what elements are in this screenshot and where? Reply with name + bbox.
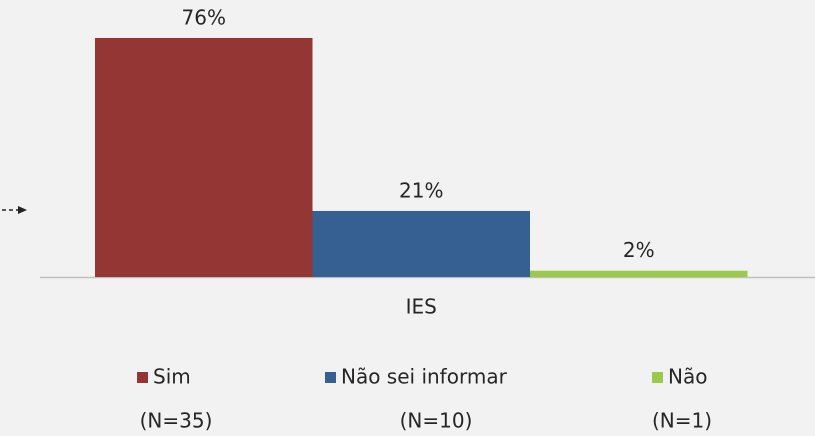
legend-swatch bbox=[325, 372, 336, 383]
bar bbox=[312, 210, 530, 277]
n-label: (N=10) bbox=[400, 409, 473, 433]
bar bbox=[530, 270, 748, 277]
data-label: 21% bbox=[399, 178, 443, 202]
legend-swatch bbox=[137, 372, 148, 383]
bar bbox=[95, 37, 313, 278]
legend-swatch bbox=[652, 372, 663, 383]
data-label: 76% bbox=[182, 5, 226, 29]
n-label: (N=35) bbox=[140, 409, 213, 433]
arrow-head bbox=[18, 206, 27, 214]
legend-label: Não sei informar bbox=[341, 365, 508, 389]
n-label: (N=1) bbox=[652, 409, 712, 433]
x-tick-label: IES bbox=[406, 295, 437, 319]
legend-label: Não bbox=[668, 365, 707, 389]
legend-label: Sim bbox=[153, 365, 191, 389]
data-label: 2% bbox=[623, 238, 655, 262]
